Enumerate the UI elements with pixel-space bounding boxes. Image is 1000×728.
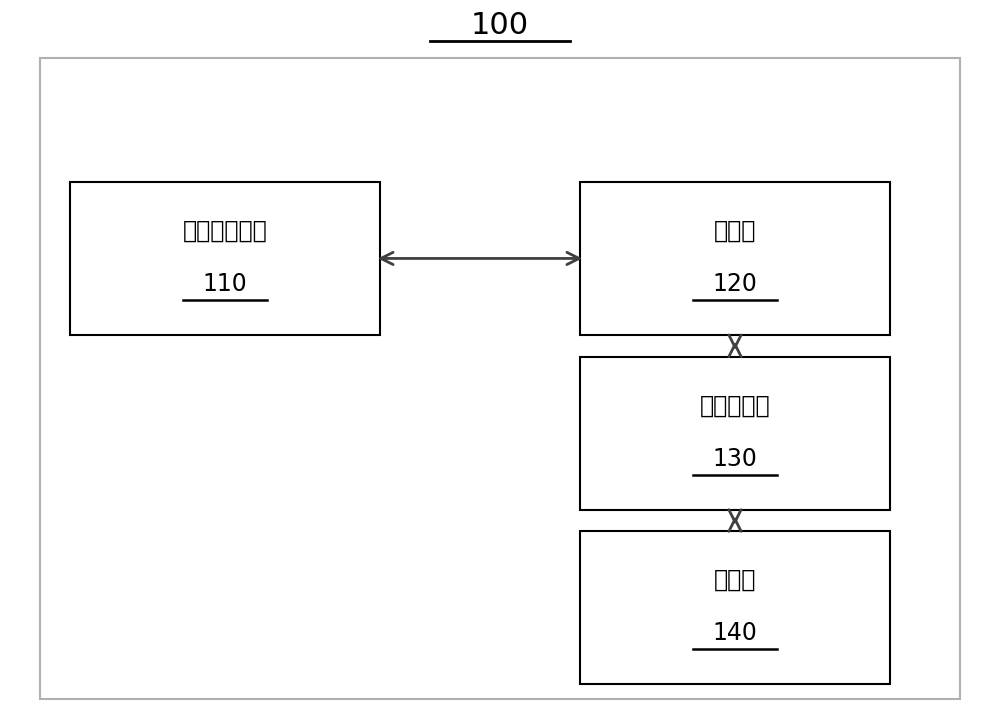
Bar — [580, 531, 890, 684]
Text: 110: 110 — [203, 272, 247, 296]
Text: 存储器: 存储器 — [714, 219, 756, 242]
Text: 处理器: 处理器 — [714, 569, 756, 592]
Bar — [580, 182, 890, 335]
Text: 封面选取装置: 封面选取装置 — [183, 219, 267, 242]
Text: 140: 140 — [713, 622, 757, 645]
Bar — [580, 357, 890, 510]
Bar — [70, 182, 380, 335]
Text: 存储控制器: 存储控制器 — [700, 394, 770, 417]
Text: 120: 120 — [713, 272, 757, 296]
Text: 130: 130 — [713, 447, 757, 470]
Bar — [40, 58, 960, 699]
Text: 100: 100 — [471, 11, 529, 40]
